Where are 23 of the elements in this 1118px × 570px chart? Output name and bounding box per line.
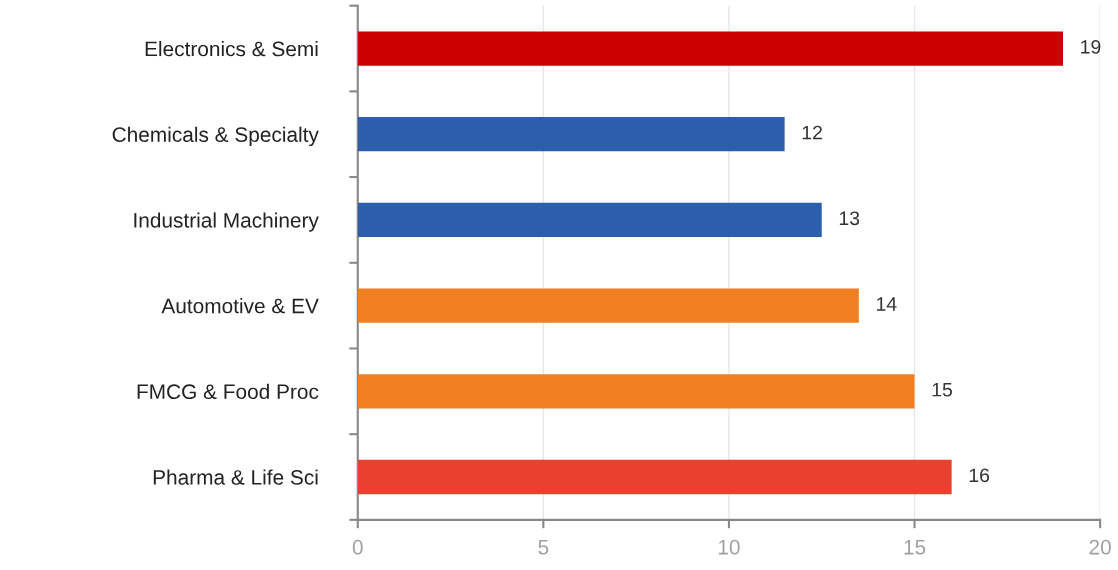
data-label: 14 <box>877 297 897 311</box>
bar <box>357 288 859 323</box>
data-label: 13 <box>839 211 860 226</box>
x-tick-label: 15 <box>904 540 926 555</box>
data-label: 16 <box>969 468 990 483</box>
x-tick-label: 10 <box>718 539 740 555</box>
y-tick-label: Industrial Machinery <box>134 212 319 232</box>
y-tick-label: FMCG & Food Proc <box>137 383 319 400</box>
x-tick-label: 20 <box>1089 539 1111 555</box>
bar <box>357 459 952 495</box>
x-tick-label: 0 <box>352 539 363 555</box>
data-label: 19 <box>1081 40 1101 54</box>
bar <box>357 374 915 409</box>
y-tick-label: Pharma & Life Sci <box>153 469 318 485</box>
bar <box>357 202 822 238</box>
bar <box>357 31 1063 66</box>
bar <box>357 117 785 152</box>
data-label: 12 <box>802 125 822 140</box>
x-tick-label: 5 <box>538 540 549 555</box>
data-label: 15 <box>932 382 952 397</box>
y-tick-label: Automotive & EV <box>161 298 319 314</box>
y-tick-label: Electronics & Semi <box>145 41 318 57</box>
y-tick-label: Chemicals & Specialty <box>112 126 319 147</box>
